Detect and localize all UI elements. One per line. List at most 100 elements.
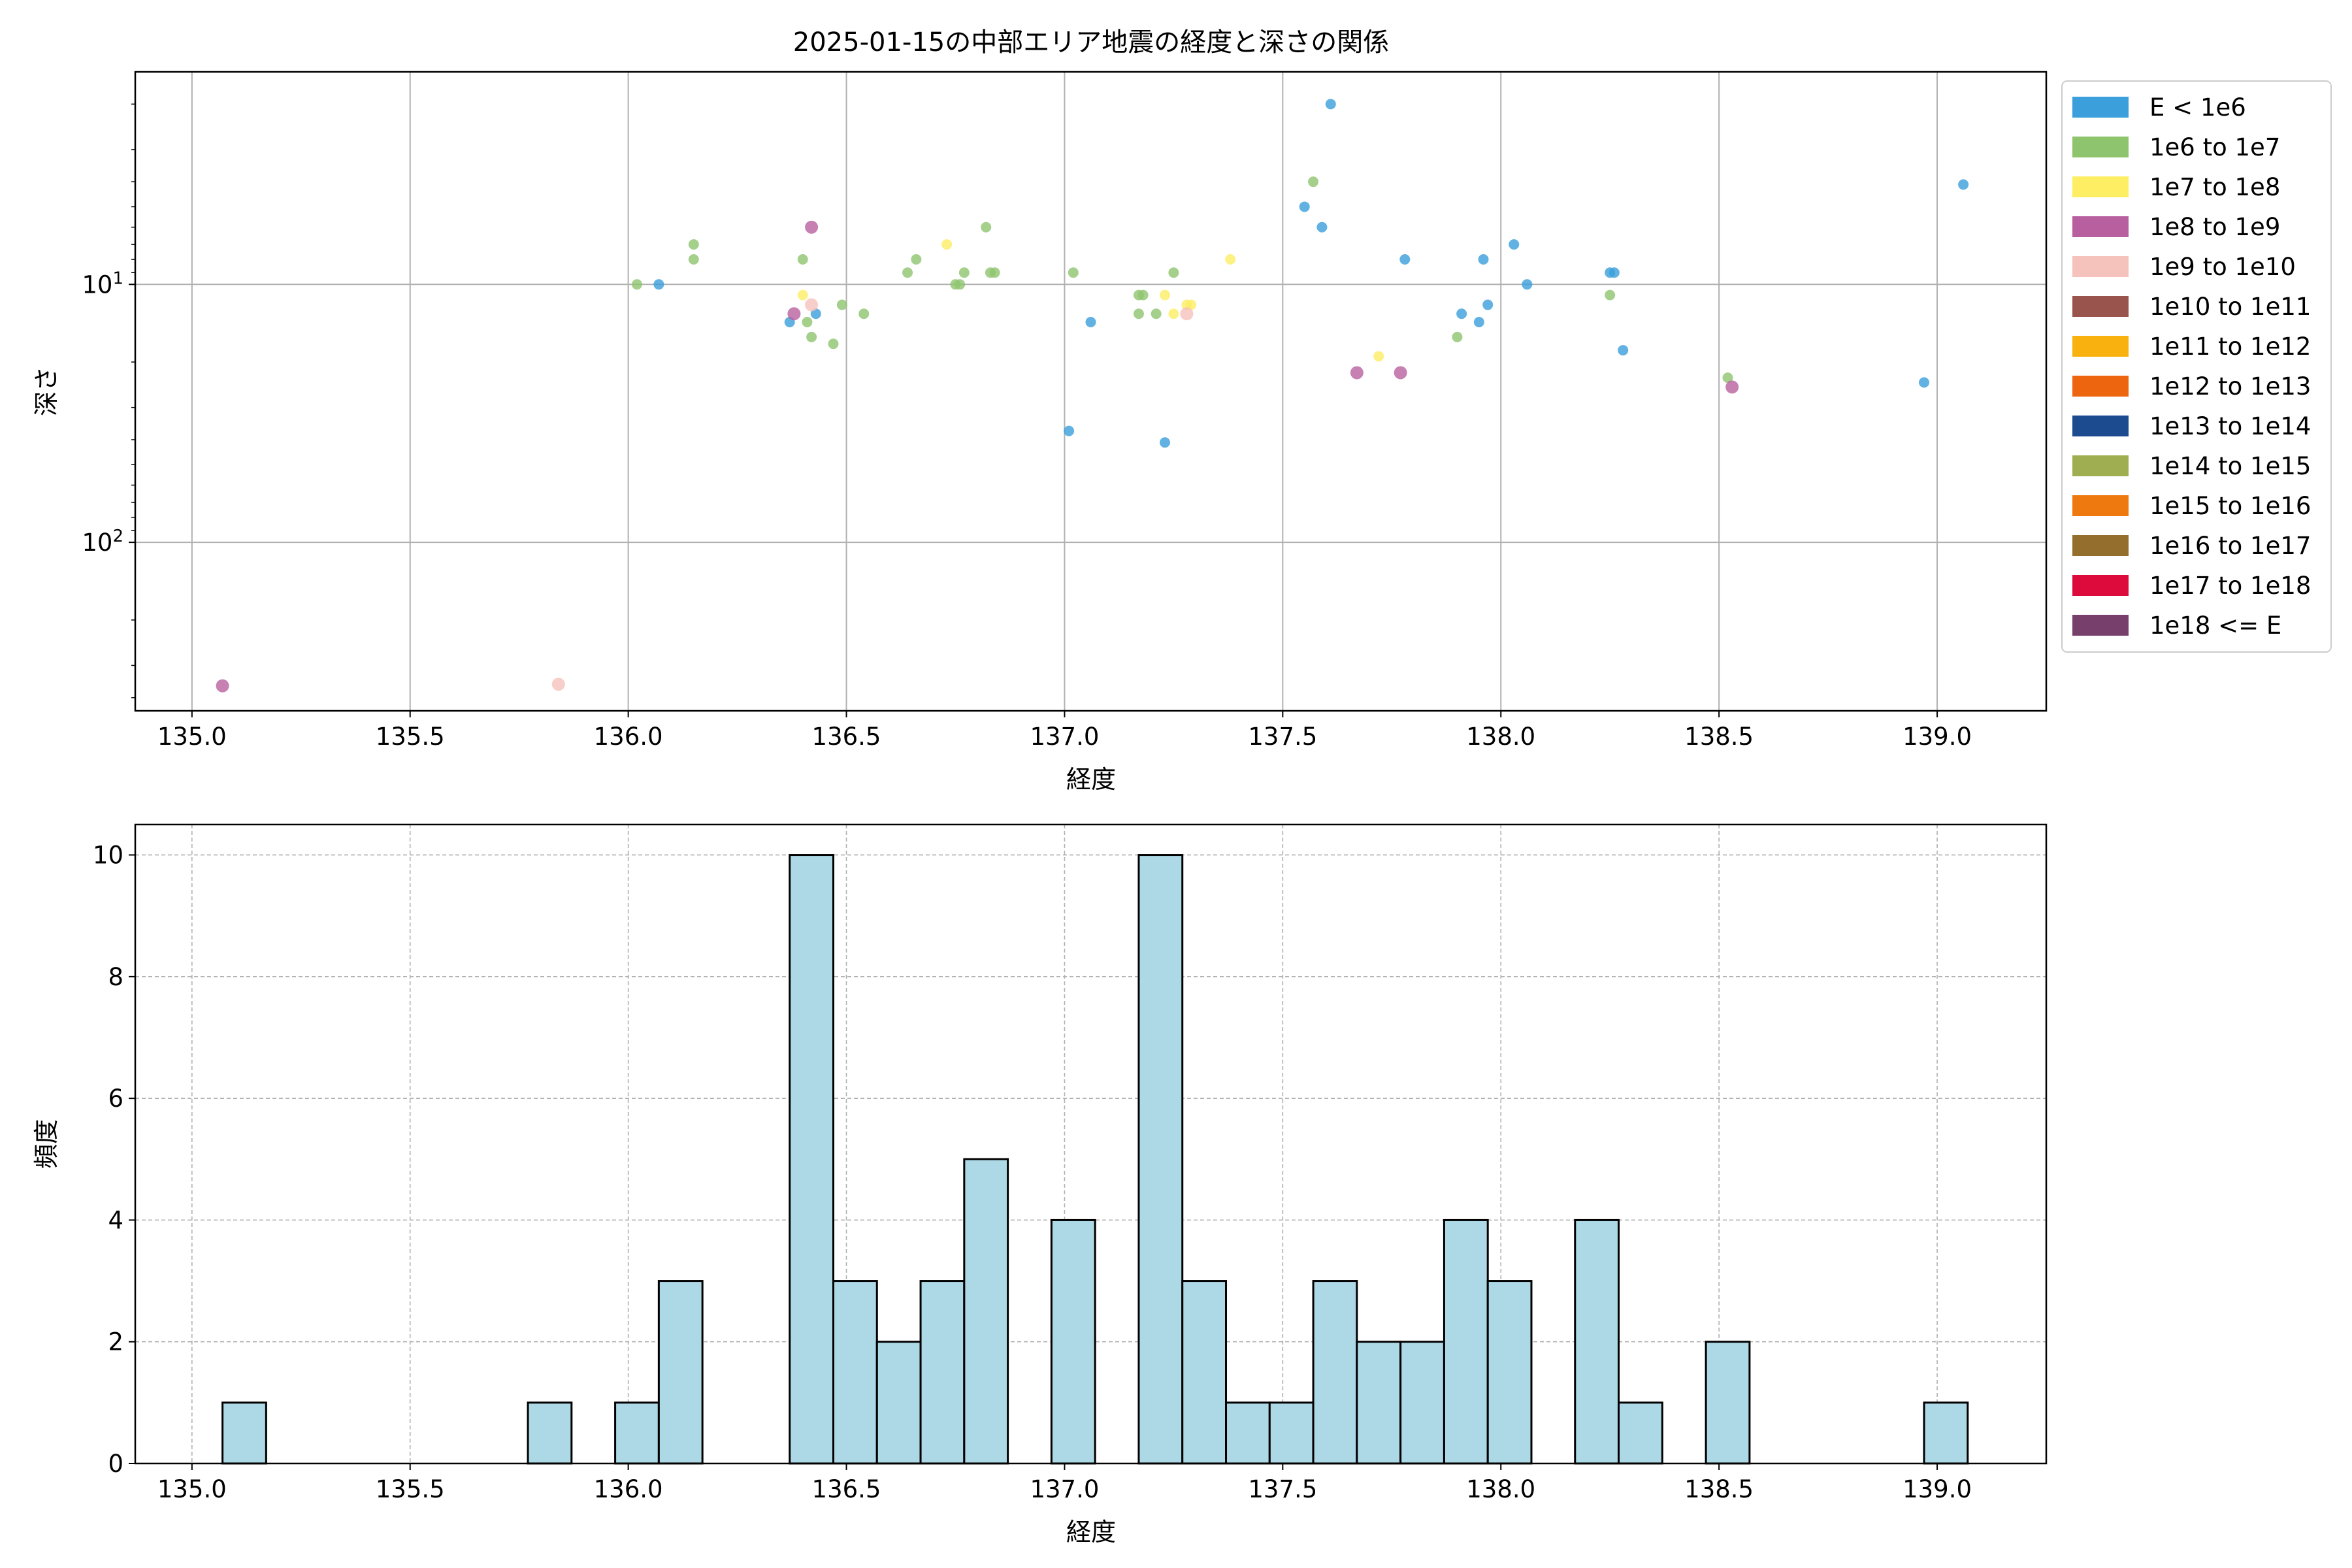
- scatter-x-axis-label: 経度: [1066, 765, 1116, 794]
- scatter-gridlines: [135, 72, 2046, 711]
- legend-label: 1e15 to 1e16: [2149, 492, 2311, 520]
- histogram-y-axis-label: 頻度: [32, 1119, 61, 1169]
- histogram-bar: [1618, 1401, 1663, 1465]
- histogram-x-tick-label: 137.5: [1248, 1475, 1317, 1503]
- scatter-point: [797, 289, 808, 301]
- scatter-point: [858, 308, 870, 319]
- scatter-point: [1522, 279, 1533, 290]
- scatter-point: [1160, 289, 1171, 301]
- scatter-point: [1919, 377, 1930, 388]
- scatter-point: [955, 279, 966, 290]
- scatter-point: [1473, 316, 1484, 327]
- legend-swatch: [2072, 176, 2129, 197]
- histogram-bar: [832, 1280, 878, 1465]
- scatter-point: [828, 338, 839, 350]
- histogram-x-tick-label: 136.5: [812, 1475, 881, 1503]
- scatter-point: [653, 279, 664, 290]
- legend-label: 1e9 to 1e10: [2149, 253, 2296, 281]
- scatter-point: [805, 220, 819, 234]
- histogram-bar: [963, 1158, 1009, 1465]
- histogram-bar: [1705, 1341, 1751, 1465]
- histogram-x-tick-label: 135.5: [376, 1475, 445, 1503]
- histogram-bar: [1050, 1218, 1096, 1465]
- histogram-y-tick-label: 0: [108, 1450, 123, 1478]
- chart-title: 2025-01-15の中部エリア地震の経度と深さの関係: [793, 27, 1389, 57]
- scatter-point: [787, 307, 801, 321]
- histogram-x-axis-label: 経度: [1066, 1518, 1116, 1546]
- histogram-bar: [1923, 1401, 1969, 1465]
- legend-frame: [2061, 80, 2332, 653]
- legend-label: 1e8 to 1e9: [2149, 213, 2280, 241]
- scatter-point: [1133, 308, 1144, 319]
- scatter-x-ticks: 135.0 135.5 136.0 136.5 137.0 137.5 138.0 138.5…: [157, 711, 1972, 751]
- legend: E < 1e6 1e6 to 1e7 1e7 to 1e8 1e8 to 1e9 1e9…: [2061, 80, 2332, 653]
- scatter-point: [958, 267, 970, 278]
- scatter-plot-frame: [134, 71, 2048, 712]
- scatter-x-tick-label: 135.5: [376, 723, 445, 751]
- histogram-x-tick-label: 137.0: [1030, 1475, 1099, 1503]
- scatter-point: [902, 267, 913, 278]
- legend-swatch: [2072, 535, 2129, 556]
- scatter-point: [981, 221, 992, 233]
- scatter-point: [1605, 267, 1616, 278]
- scatter-y-tick-label: 102: [82, 527, 123, 557]
- legend-label: 1e14 to 1e15: [2149, 452, 2311, 480]
- histogram-bar: [789, 854, 834, 1465]
- legend-label: 1e13 to 1e14: [2149, 412, 2311, 440]
- scatter-plot-panel: 135.0 135.5 136.0 136.5 137.0 137.5 138.0 138.5…: [32, 71, 2048, 794]
- scatter-point: [797, 254, 808, 265]
- scatter-point: [805, 298, 819, 312]
- scatter-x-tick-label: 139.0: [1903, 723, 1972, 751]
- scatter-point: [836, 299, 847, 310]
- scatter-point: [1225, 254, 1236, 265]
- histogram-bar: [1356, 1341, 1402, 1465]
- scatter-point: [688, 239, 699, 250]
- scatter-x-tick-label: 136.5: [812, 723, 881, 751]
- scatter-point: [1394, 366, 1407, 380]
- legend-swatch: [2072, 137, 2129, 157]
- histogram-bars: [221, 854, 1969, 1465]
- histogram-bar: [657, 1280, 704, 1465]
- histogram-bar: [221, 1401, 267, 1465]
- histogram-y-tick-label: 10: [93, 841, 123, 870]
- legend-swatch: [2072, 615, 2129, 636]
- legend-swatch: [2072, 455, 2129, 476]
- legend-items: E < 1e6 1e6 to 1e7 1e7 to 1e8 1e8 to 1e9 1e9…: [2072, 93, 2311, 640]
- histogram-bar: [1486, 1280, 1533, 1465]
- scatter-y-ticks: 101 102: [82, 103, 135, 698]
- legend-label: 1e6 to 1e7: [2149, 133, 2280, 161]
- scatter-point: [688, 254, 699, 265]
- scatter-point: [1168, 267, 1179, 278]
- legend-swatch: [2072, 336, 2129, 357]
- scatter-point: [631, 279, 642, 290]
- legend-swatch: [2072, 416, 2129, 436]
- scatter-point: [1482, 299, 1494, 310]
- scatter-point: [216, 679, 229, 693]
- histogram-bar: [614, 1401, 660, 1465]
- scatter-point: [1299, 201, 1310, 212]
- scatter-x-tick-label: 138.0: [1466, 723, 1535, 751]
- scatter-point: [1509, 239, 1520, 250]
- histogram-y-tick-label: 8: [108, 963, 123, 991]
- histogram-bar: [1225, 1401, 1271, 1465]
- scatter-point: [1722, 372, 1733, 384]
- legend-label: 1e17 to 1e18: [2149, 572, 2311, 600]
- scatter-point: [1958, 179, 1969, 190]
- legend-label: E < 1e6: [2149, 93, 2246, 122]
- histogram-x-tick-label: 138.0: [1466, 1475, 1535, 1503]
- scatter-point: [1160, 437, 1171, 448]
- histogram-x-tick-label: 139.0: [1903, 1475, 1972, 1503]
- scatter-x-tick-label: 138.5: [1684, 723, 1754, 751]
- histogram-bar: [1137, 854, 1184, 1465]
- scatter-point: [1325, 99, 1336, 110]
- scatter-x-tick-label: 135.0: [157, 723, 227, 751]
- scatter-point: [1151, 308, 1162, 319]
- scatter-y-tick-label: 101: [82, 269, 123, 299]
- histogram-bar: [919, 1280, 966, 1465]
- scatter-point: [802, 316, 813, 327]
- histogram-bar: [1399, 1341, 1445, 1465]
- histogram-bar: [875, 1341, 922, 1465]
- scatter-point: [1168, 308, 1179, 319]
- scatter-point: [1316, 221, 1328, 233]
- scatter-point: [941, 239, 953, 250]
